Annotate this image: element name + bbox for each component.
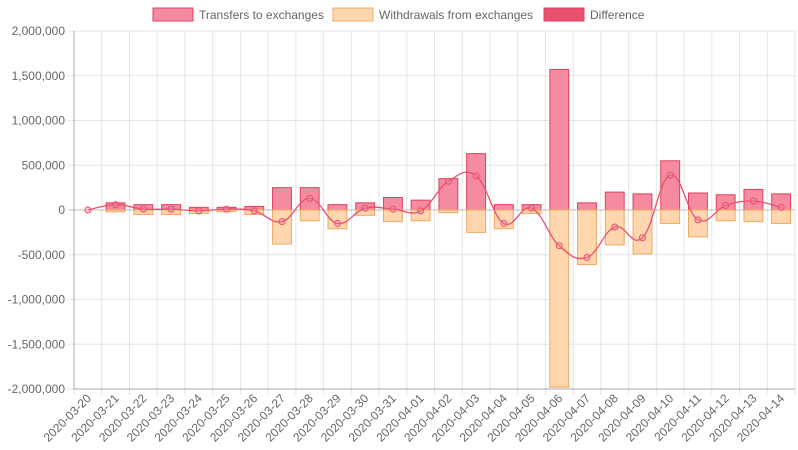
difference-legend-swatch[interactable] <box>543 7 585 22</box>
withdrawals-bar <box>549 209 570 388</box>
difference-point <box>583 253 591 261</box>
difference-point <box>666 171 674 179</box>
withdrawals-bar <box>299 209 320 222</box>
difference-point <box>250 207 258 215</box>
difference-point <box>389 205 397 213</box>
bars <box>105 68 792 388</box>
difference-point <box>749 197 757 205</box>
y-tick-label: -500,000 <box>18 248 66 262</box>
difference-point <box>555 242 563 250</box>
withdrawals-bar <box>244 209 265 215</box>
difference-point <box>278 218 286 226</box>
difference-point <box>112 201 120 209</box>
transfers-bar <box>549 68 570 211</box>
withdrawals-bar <box>743 209 764 223</box>
difference-point <box>472 172 480 180</box>
difference-point <box>333 219 341 227</box>
withdrawals-bar <box>410 209 431 222</box>
transfers-bar <box>577 202 597 211</box>
difference-point <box>139 205 147 213</box>
difference-point <box>694 216 702 224</box>
transfers-bar <box>660 160 681 211</box>
y-axis: 2,000,000 1,500,000 1,000,000 500,000 0 -500,… <box>8 24 75 396</box>
withdrawals-bar <box>660 209 681 224</box>
y-tick-label: 0 <box>58 203 65 217</box>
y-tick-label: -1,000,000 <box>8 293 66 307</box>
transfers-bar <box>604 191 625 211</box>
x-axis: 2020-03-202020-03-212020-03-222020-03-23… <box>41 388 795 445</box>
difference-point <box>528 204 536 212</box>
y-tick-label: -1,500,000 <box>8 337 66 351</box>
transfers-bar <box>272 187 292 211</box>
withdrawals-legend-label[interactable]: Withdrawals from exchanges <box>379 8 533 22</box>
withdrawals-bar <box>466 209 487 233</box>
transfers-bar <box>466 153 487 211</box>
y-tick-label: 500,000 <box>22 158 66 172</box>
difference-point <box>444 177 452 185</box>
y-tick-label: -2,000,000 <box>8 382 66 396</box>
y-tick-label: 2,000,000 <box>12 24 66 38</box>
withdrawals-bar <box>632 209 653 255</box>
grid <box>68 30 796 395</box>
difference-point <box>638 234 646 242</box>
withdrawals-bar <box>105 209 126 213</box>
transfers-bar <box>688 192 708 211</box>
withdrawals-bar <box>688 209 708 238</box>
difference-point <box>195 207 203 215</box>
transfers-bar <box>632 193 653 211</box>
withdrawals-bar <box>327 209 348 230</box>
transfers-bar <box>493 204 514 211</box>
difference-point <box>361 204 369 212</box>
difference-point <box>500 219 508 227</box>
difference-line-layer <box>84 171 785 261</box>
difference-point <box>84 206 92 214</box>
difference-point <box>167 205 175 213</box>
withdrawals-bar <box>771 209 792 224</box>
difference-legend-label[interactable]: Difference <box>590 8 645 22</box>
legend: Transfers to exchanges Withdrawals from e… <box>152 7 645 22</box>
difference-point <box>611 223 619 231</box>
difference-point <box>223 205 231 213</box>
y-tick-label: 1,500,000 <box>12 69 66 83</box>
withdrawals-legend-swatch[interactable] <box>332 7 374 22</box>
transfers-bar <box>327 204 348 211</box>
withdrawals-bar <box>438 209 459 214</box>
transfers-legend-label[interactable]: Transfers to exchanges <box>199 8 324 22</box>
difference-line <box>87 171 782 260</box>
difference-point <box>417 207 425 215</box>
transfers-legend-swatch[interactable] <box>152 7 194 22</box>
withdrawals-bar <box>355 209 376 216</box>
y-tick-label: 1,000,000 <box>12 114 66 128</box>
withdrawals-bar <box>577 209 597 266</box>
difference-point <box>722 202 730 210</box>
difference-point <box>777 203 785 211</box>
withdrawals-bar <box>382 209 403 223</box>
difference-point <box>306 194 314 202</box>
withdrawals-bar <box>715 209 736 222</box>
withdrawals-bar <box>272 209 292 245</box>
